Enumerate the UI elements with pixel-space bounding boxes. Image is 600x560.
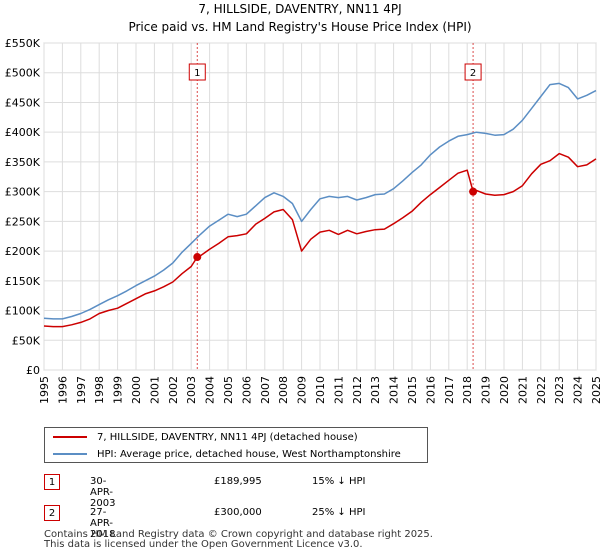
y-tick-label: £450K xyxy=(5,96,41,109)
x-tick-label: 2003 xyxy=(185,376,198,404)
sale-marker-badge xyxy=(188,63,206,81)
property-price-line xyxy=(43,152,597,328)
y-tick-label: £350K xyxy=(5,156,41,169)
sale-price: £189,995 xyxy=(214,476,262,487)
x-tick-label: 2014 xyxy=(388,376,401,404)
x-tick-label: 2000 xyxy=(130,376,143,404)
sale-marker-lines xyxy=(196,43,474,370)
legend: 7, HILLSIDE, DAVENTRY, NN11 4PJ (detache… xyxy=(44,427,428,463)
x-tick-label: 2019 xyxy=(480,376,493,404)
x-tick-label: 2016 xyxy=(424,376,437,404)
x-tick-label: 1995 xyxy=(38,376,51,404)
x-tick-label: 2002 xyxy=(167,376,180,404)
x-tick-label: 2021 xyxy=(516,376,529,404)
x-tick-label: 2015 xyxy=(406,376,419,404)
legend-swatch-hpi xyxy=(53,453,87,455)
grid-lines xyxy=(43,42,597,371)
x-tick-label: 2023 xyxy=(553,376,566,404)
y-tick-label: £50K xyxy=(12,334,41,347)
x-tick-label: 1997 xyxy=(75,376,88,404)
sale-price: £300,000 xyxy=(214,507,262,518)
sale-point xyxy=(193,253,202,262)
sale-date: 30-APR-2003 xyxy=(90,476,116,509)
footer-line-2: This data is licensed under the Open Gov… xyxy=(44,539,363,550)
y-tick-label: £300K xyxy=(5,186,41,199)
x-tick-label: 2009 xyxy=(296,376,309,404)
y-tick-label: £150K xyxy=(5,275,41,288)
legend-item-hpi: HPI: Average price, detached house, West… xyxy=(53,446,401,462)
y-tick-label: £550K xyxy=(5,37,41,50)
sale-marker-label: 1 xyxy=(194,68,200,79)
x-tick-label: 2011 xyxy=(332,376,345,404)
footer-line-1: Contains HM Land Registry data © Crown c… xyxy=(44,529,433,540)
sale-hpi-diff: 15% ↓ HPI xyxy=(312,476,366,487)
sale-marker-label: 2 xyxy=(470,68,476,79)
y-tick-label: £100K xyxy=(5,305,41,318)
x-tick-label: 2007 xyxy=(259,376,272,404)
x-tick-label: 2004 xyxy=(204,376,217,404)
x-tick-label: 2001 xyxy=(148,376,161,404)
sale-badge: 2 xyxy=(44,505,60,521)
x-tick-label: 2005 xyxy=(222,376,235,404)
legend-label-property: 7, HILLSIDE, DAVENTRY, NN11 4PJ (detache… xyxy=(97,431,358,443)
y-tick-label: £500K xyxy=(5,67,41,80)
sale-hpi-diff: 25% ↓ HPI xyxy=(312,507,366,518)
series-layer xyxy=(43,82,597,328)
x-tick-label: 2010 xyxy=(314,376,327,404)
chart-title: 7, HILLSIDE, DAVENTRY, NN11 4PJ xyxy=(198,2,401,16)
x-tick-label: 2020 xyxy=(498,376,511,404)
x-tick-label: 2008 xyxy=(277,376,290,404)
hpi-line xyxy=(43,82,597,320)
sale-date: 27-APR-2018 xyxy=(90,507,116,540)
price-chart: 7, HILLSIDE, DAVENTRY, NN11 4PJ Price pa… xyxy=(5,2,600,404)
x-tick-label: 2018 xyxy=(461,376,474,404)
x-tick-label: 2012 xyxy=(351,376,364,404)
footer: Contains HM Land Registry data © Crown c… xyxy=(44,530,433,550)
x-tick-label: 2025 xyxy=(590,376,600,404)
legend-label-hpi: HPI: Average price, detached house, West… xyxy=(97,448,401,460)
y-tick-label: £0 xyxy=(26,364,40,377)
y-tick-label: £400K xyxy=(5,126,41,139)
x-tick-label: 2013 xyxy=(369,376,382,404)
y-tick-label: £200K xyxy=(5,245,41,258)
x-tick-label: 2017 xyxy=(443,376,456,404)
x-tick-label: 2022 xyxy=(535,376,548,404)
legend-item-property: 7, HILLSIDE, DAVENTRY, NN11 4PJ (detache… xyxy=(53,429,358,445)
x-tick-label: 2006 xyxy=(240,376,253,404)
axis-tick-labels: £0 £50K £100K £150K £200K £250K £300K £350K £400… xyxy=(5,37,600,404)
chart-subtitle: Price paid vs. HM Land Registry's House … xyxy=(128,20,471,34)
sale-badge: 1 xyxy=(44,474,60,490)
sale-point xyxy=(469,187,478,196)
sale-marker-badge xyxy=(464,63,482,81)
x-tick-label: 1996 xyxy=(56,376,69,404)
legend-swatch-property xyxy=(53,436,87,438)
x-tick-label: 1998 xyxy=(93,376,106,404)
y-tick-label: £250K xyxy=(5,215,41,228)
x-tick-label: 2024 xyxy=(572,376,585,404)
x-tick-label: 1999 xyxy=(112,376,125,404)
